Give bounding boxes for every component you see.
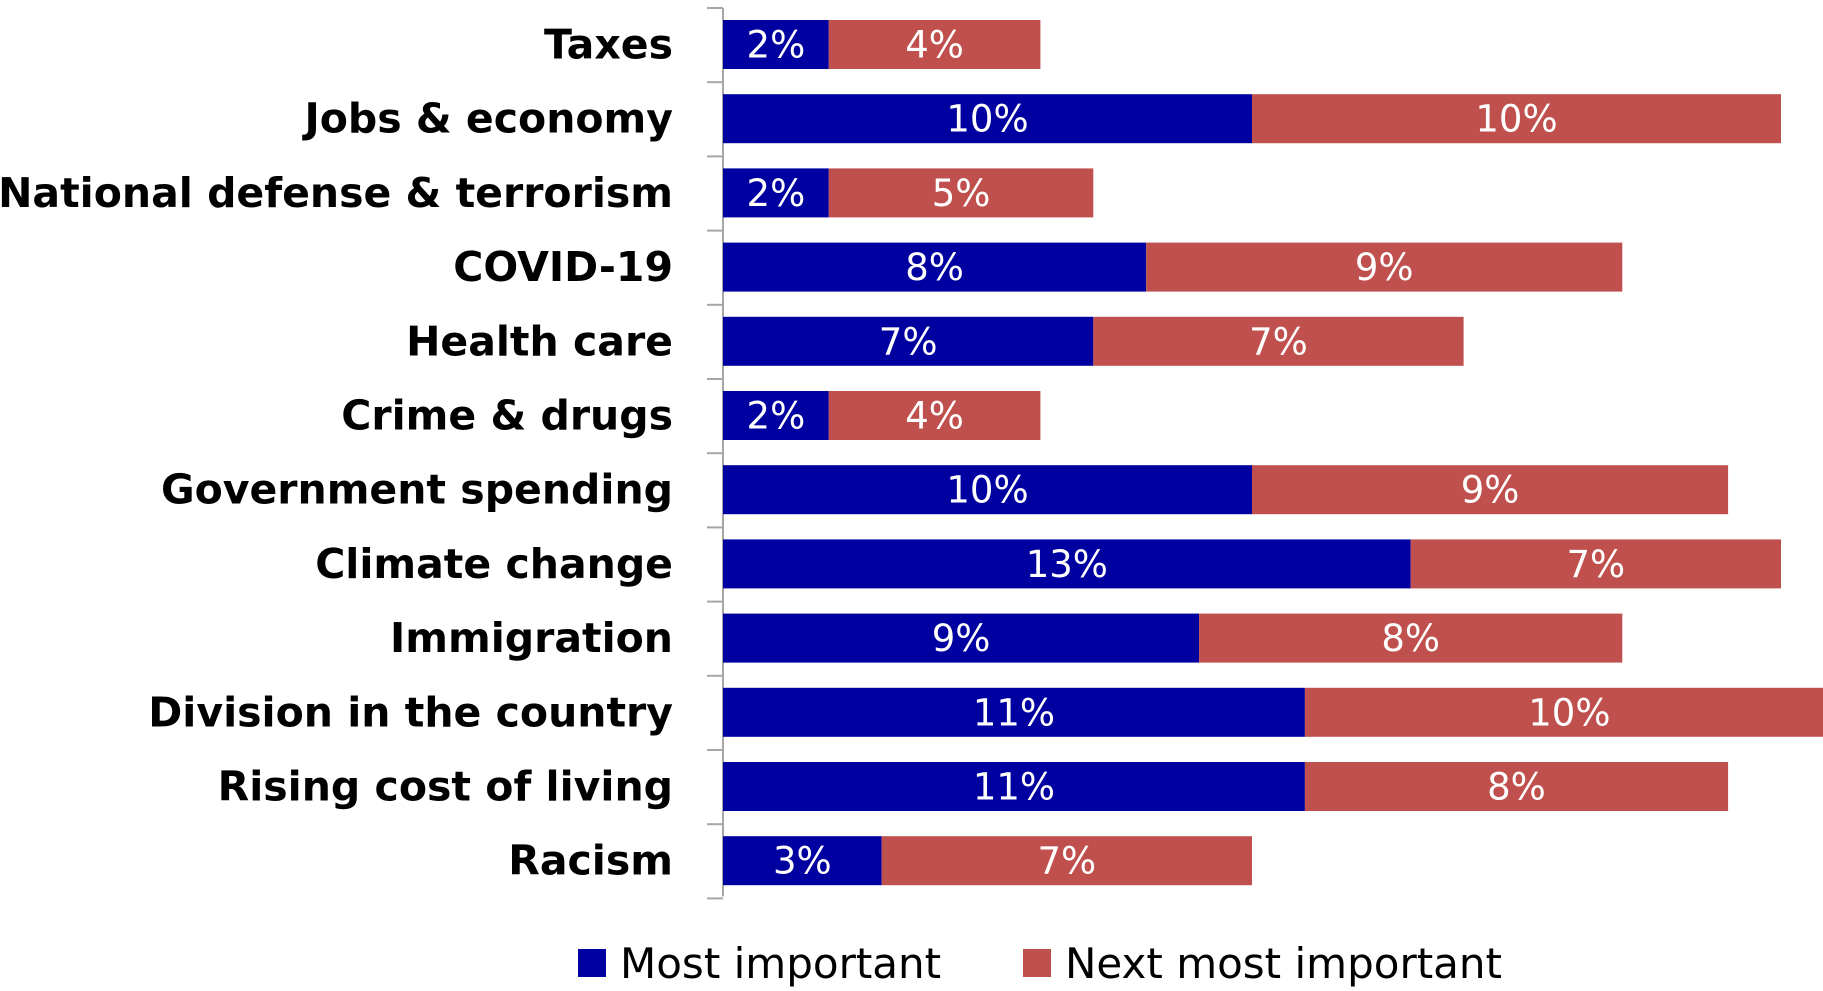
category-label-health-care: Health care bbox=[406, 317, 673, 365]
data-label-most-important-government-spending: 10% bbox=[946, 469, 1028, 512]
data-label-most-important-national-defense-and-terrorism: 2% bbox=[747, 172, 806, 215]
data-label-next-most-important-division-in-the-country: 10% bbox=[1528, 691, 1610, 734]
bar-most-important-division-in-the-country bbox=[723, 687, 1305, 737]
data-label-next-most-important-health-care: 7% bbox=[1249, 320, 1308, 363]
bar-next-most-important-national-defense-and-terrorism bbox=[828, 168, 1094, 218]
bar-next-most-important-crime-and-drugs bbox=[828, 391, 1041, 440]
bar-most-important-rising-cost-of-living bbox=[723, 762, 1305, 811]
data-label-most-important-racism: 3% bbox=[773, 840, 832, 883]
legend-label-most-important: Most important bbox=[620, 939, 941, 988]
data-label-next-most-important-national-defense-and-terrorism: 5% bbox=[932, 172, 991, 215]
legend-swatch-next-most-important bbox=[1023, 949, 1051, 977]
legend: Most important Next most important bbox=[578, 939, 1502, 988]
category-label-jobs-and-economy: Jobs & economy bbox=[301, 95, 673, 143]
bar-most-important-jobs-and-economy bbox=[723, 94, 1252, 144]
bar-next-most-important-government-spending bbox=[1252, 465, 1729, 515]
category-label-racism: Racism bbox=[508, 837, 673, 885]
data-label-most-important-rising-cost-of-living: 11% bbox=[973, 766, 1055, 809]
bar-most-important-climate-change bbox=[723, 539, 1411, 589]
data-label-next-most-important-jobs-and-economy: 10% bbox=[1475, 98, 1557, 141]
data-label-next-most-important-covid-19: 9% bbox=[1355, 246, 1414, 289]
category-label-climate-change: Climate change bbox=[315, 540, 673, 588]
category-labels: Taxes Jobs & economy National defense & te… bbox=[0, 21, 673, 885]
data-label-most-important-immigration: 9% bbox=[932, 617, 991, 660]
data-label-next-most-important-rising-cost-of-living: 8% bbox=[1487, 766, 1546, 809]
data-label-most-important-climate-change: 13% bbox=[1026, 543, 1108, 586]
bar-next-most-important-climate-change bbox=[1410, 539, 1781, 589]
bar-most-important-national-defense-and-terrorism bbox=[723, 168, 829, 218]
data-label-most-important-jobs-and-economy: 10% bbox=[946, 98, 1028, 141]
data-label-most-important-covid-19: 8% bbox=[905, 246, 964, 289]
bar-next-most-important-covid-19 bbox=[1146, 242, 1623, 292]
bar-most-important-taxes bbox=[723, 20, 829, 69]
data-label-most-important-crime-and-drugs: 2% bbox=[747, 395, 806, 438]
bar-next-most-important-jobs-and-economy bbox=[1252, 94, 1781, 144]
data-label-next-most-important-racism: 7% bbox=[1037, 840, 1096, 883]
category-label-immigration: Immigration bbox=[390, 614, 673, 662]
data-label-next-most-important-taxes: 4% bbox=[905, 24, 964, 67]
legend-label-next-most-important: Next most important bbox=[1065, 939, 1502, 988]
category-label-government-spending: Government spending bbox=[161, 466, 673, 514]
bar-most-important-covid-19 bbox=[723, 242, 1147, 292]
category-label-taxes: Taxes bbox=[544, 21, 673, 69]
data-label-next-most-important-immigration: 8% bbox=[1381, 617, 1440, 660]
axis-layer bbox=[707, 7, 724, 900]
category-label-rising-cost-of-living: Rising cost of living bbox=[218, 763, 673, 811]
category-label-division-in-the-country: Division in the country bbox=[148, 688, 673, 736]
legend-swatch-most-important bbox=[578, 949, 606, 977]
bar-most-important-health-care bbox=[723, 316, 1094, 366]
data-label-next-most-important-government-spending: 9% bbox=[1461, 469, 1520, 512]
bar-next-most-important-rising-cost-of-living bbox=[1304, 762, 1729, 811]
bar-next-most-important-division-in-the-country bbox=[1304, 687, 1823, 737]
bar-next-most-important-health-care bbox=[1093, 316, 1464, 366]
bar-most-important-crime-and-drugs bbox=[723, 391, 829, 440]
data-label-most-important-health-care: 7% bbox=[879, 320, 938, 363]
data-label-next-most-important-climate-change: 7% bbox=[1566, 543, 1625, 586]
bars-layer: 2% 4% 10% 10% 2% 5% 8% 9% 7% 7% 2% 4% 10% 9% 13% 7% 9% 8%… bbox=[723, 20, 1823, 886]
bar-most-important-government-spending bbox=[723, 465, 1252, 515]
data-label-next-most-important-crime-and-drugs: 4% bbox=[905, 395, 964, 438]
category-label-covid-19: COVID-19 bbox=[453, 243, 673, 291]
category-label-national-defense-and-terrorism: National defense & terrorism bbox=[0, 169, 673, 217]
category-label-crime-and-drugs: Crime & drugs bbox=[341, 392, 673, 440]
data-label-most-important-division-in-the-country: 11% bbox=[973, 691, 1055, 734]
bar-most-important-racism bbox=[723, 836, 882, 886]
bar-next-most-important-racism bbox=[881, 836, 1252, 886]
bar-next-most-important-taxes bbox=[828, 20, 1041, 69]
bar-next-most-important-immigration bbox=[1199, 613, 1623, 663]
data-label-most-important-taxes: 2% bbox=[747, 24, 806, 67]
bar-most-important-immigration bbox=[723, 613, 1200, 663]
